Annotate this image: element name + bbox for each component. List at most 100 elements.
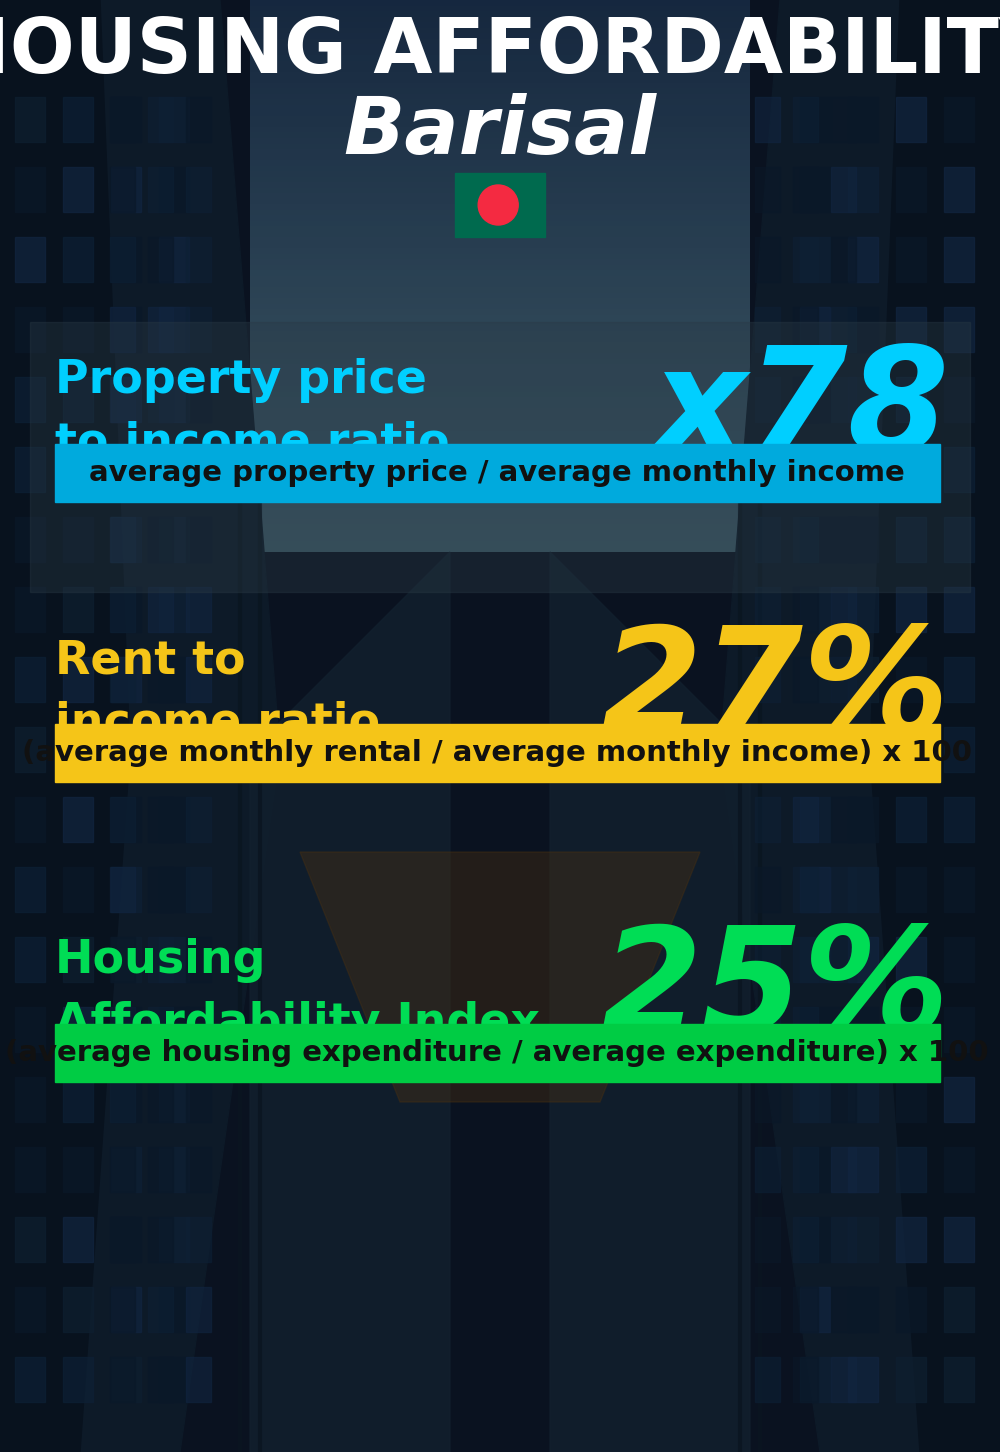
Bar bbox=[186, 1358, 211, 1403]
Bar bbox=[159, 1217, 189, 1262]
Bar bbox=[111, 447, 141, 492]
Text: average property price / average monthly income: average property price / average monthly… bbox=[89, 459, 905, 486]
Bar bbox=[110, 447, 135, 492]
Bar bbox=[831, 797, 856, 842]
Bar bbox=[110, 237, 135, 282]
Bar bbox=[55, 1024, 940, 1082]
Bar bbox=[800, 97, 830, 142]
Bar bbox=[896, 797, 926, 842]
Bar bbox=[793, 1217, 818, 1262]
Bar bbox=[831, 378, 856, 423]
Bar bbox=[148, 937, 173, 982]
Bar bbox=[110, 727, 135, 772]
Bar bbox=[186, 447, 211, 492]
Bar bbox=[63, 587, 93, 632]
Bar bbox=[944, 587, 974, 632]
Bar bbox=[186, 237, 211, 282]
Bar bbox=[159, 97, 189, 142]
Bar bbox=[793, 378, 818, 423]
Bar bbox=[793, 587, 818, 632]
Bar bbox=[831, 1147, 856, 1192]
Bar bbox=[831, 656, 856, 701]
Bar bbox=[944, 727, 974, 772]
Bar bbox=[186, 1286, 211, 1331]
Bar bbox=[800, 727, 830, 772]
Bar bbox=[159, 1077, 189, 1122]
Bar bbox=[944, 937, 974, 982]
Bar bbox=[63, 1358, 93, 1403]
Bar bbox=[831, 587, 856, 632]
Bar bbox=[800, 587, 830, 632]
Bar bbox=[831, 1358, 856, 1403]
Bar bbox=[755, 867, 780, 912]
Bar bbox=[63, 306, 93, 351]
Bar bbox=[755, 378, 780, 423]
Bar bbox=[944, 797, 974, 842]
Bar bbox=[111, 517, 141, 562]
Bar bbox=[896, 306, 926, 351]
Bar bbox=[186, 97, 211, 142]
Bar bbox=[110, 1358, 135, 1403]
Bar bbox=[800, 1358, 830, 1403]
Bar bbox=[848, 167, 878, 212]
Bar bbox=[111, 306, 141, 351]
Bar bbox=[111, 937, 141, 982]
Bar bbox=[111, 587, 141, 632]
Bar bbox=[111, 867, 141, 912]
Bar bbox=[148, 447, 173, 492]
Bar bbox=[944, 306, 974, 351]
Circle shape bbox=[478, 184, 518, 225]
Bar bbox=[944, 237, 974, 282]
Bar bbox=[148, 1147, 173, 1192]
Bar bbox=[848, 1217, 878, 1262]
Bar bbox=[15, 447, 45, 492]
Bar bbox=[148, 97, 173, 142]
Bar bbox=[15, 656, 45, 701]
Bar bbox=[944, 378, 974, 423]
Bar bbox=[186, 1147, 211, 1192]
Bar bbox=[848, 797, 878, 842]
Bar bbox=[15, 797, 45, 842]
Bar bbox=[755, 447, 780, 492]
Bar bbox=[944, 1008, 974, 1053]
Bar bbox=[800, 867, 830, 912]
Bar bbox=[793, 1008, 818, 1053]
Bar bbox=[755, 1358, 780, 1403]
Bar bbox=[111, 378, 141, 423]
Bar bbox=[800, 447, 830, 492]
Bar bbox=[848, 727, 878, 772]
Bar bbox=[793, 937, 818, 982]
Bar bbox=[793, 1358, 818, 1403]
Bar bbox=[111, 1286, 141, 1331]
Bar bbox=[755, 937, 780, 982]
Bar bbox=[110, 1147, 135, 1192]
Bar bbox=[793, 1077, 818, 1122]
Bar bbox=[159, 1008, 189, 1053]
Bar bbox=[15, 378, 45, 423]
Bar bbox=[896, 937, 926, 982]
Bar bbox=[159, 1358, 189, 1403]
Bar bbox=[111, 1358, 141, 1403]
Bar bbox=[793, 797, 818, 842]
Text: Property price
to income ratio: Property price to income ratio bbox=[55, 359, 450, 466]
Polygon shape bbox=[300, 852, 700, 1102]
Bar bbox=[111, 1217, 141, 1262]
Bar bbox=[148, 1008, 173, 1053]
Bar bbox=[848, 867, 878, 912]
Bar bbox=[848, 656, 878, 701]
Text: 25%: 25% bbox=[601, 922, 950, 1063]
Bar bbox=[159, 587, 189, 632]
Bar bbox=[159, 656, 189, 701]
Bar bbox=[159, 237, 189, 282]
Bar bbox=[186, 797, 211, 842]
Bar bbox=[848, 937, 878, 982]
Bar bbox=[15, 97, 45, 142]
Bar bbox=[831, 867, 856, 912]
Polygon shape bbox=[550, 552, 750, 1452]
Bar bbox=[831, 1008, 856, 1053]
Bar bbox=[944, 656, 974, 701]
Bar bbox=[896, 1008, 926, 1053]
Bar bbox=[159, 937, 189, 982]
Bar bbox=[111, 727, 141, 772]
Bar bbox=[848, 97, 878, 142]
